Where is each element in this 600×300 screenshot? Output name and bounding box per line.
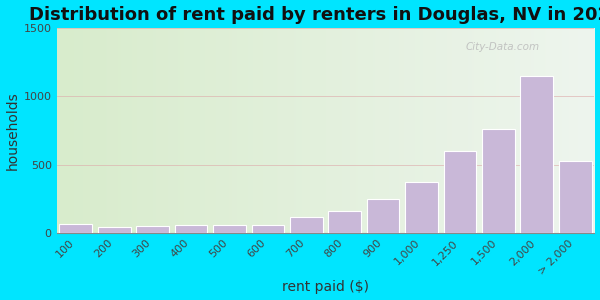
Bar: [405, 182, 438, 233]
Bar: [175, 225, 208, 233]
Bar: [482, 129, 515, 233]
Bar: [559, 160, 592, 233]
Bar: [98, 227, 131, 233]
Bar: [290, 217, 323, 233]
Bar: [443, 151, 476, 233]
Bar: [213, 225, 246, 233]
Bar: [328, 211, 361, 233]
Bar: [136, 226, 169, 233]
Bar: [59, 224, 92, 233]
X-axis label: rent paid ($): rent paid ($): [282, 280, 369, 294]
Title: Distribution of rent paid by renters in Douglas, NV in 2021: Distribution of rent paid by renters in …: [29, 6, 600, 24]
Y-axis label: households: households: [5, 91, 20, 170]
Bar: [251, 225, 284, 233]
Bar: [520, 76, 553, 233]
Text: City-Data.com: City-Data.com: [466, 42, 539, 52]
Bar: [367, 199, 400, 233]
